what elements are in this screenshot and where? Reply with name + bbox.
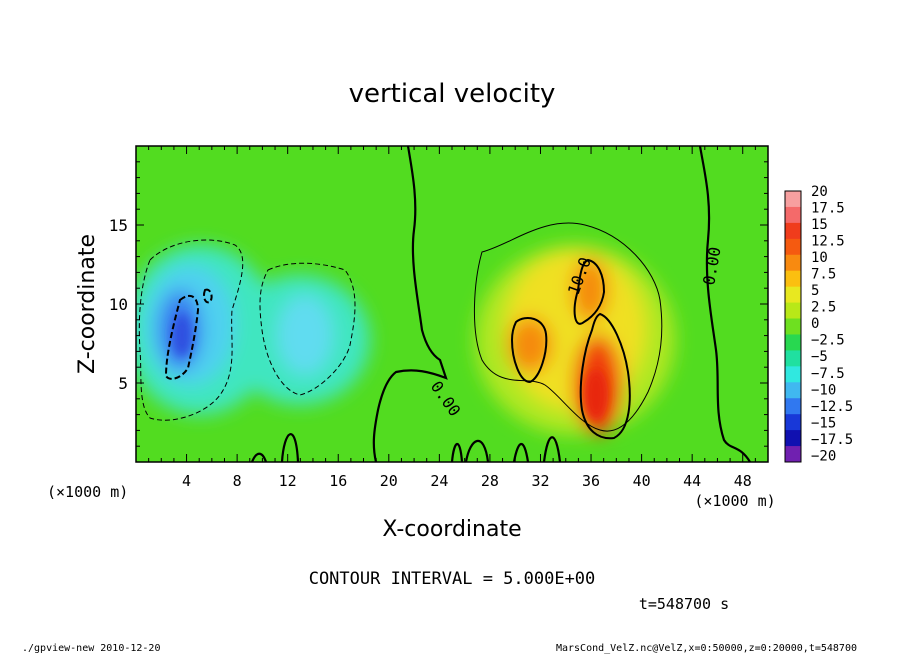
colorbar-label: 2.5: [811, 300, 836, 316]
colorbar-swatch: [785, 238, 801, 256]
colorbar-swatch: [785, 270, 801, 288]
colorbar-label: −12.5: [811, 399, 853, 415]
colorbar-swatch: [785, 414, 801, 431]
x-tick-label: 16: [329, 472, 347, 490]
colorbar-label: −17.5: [811, 432, 853, 448]
colorbar-label: −2.5: [811, 333, 845, 349]
chart-title: vertical velocity: [349, 79, 556, 109]
footer-right: MarsCond_VelZ.nc@VelZ,x=0:50000,z=0:2000…: [556, 643, 857, 654]
contour-zero-bottom: [250, 433, 562, 462]
contour-negative-5b: [259, 262, 356, 396]
x-tick-label: 36: [582, 472, 600, 490]
colorbar-label: 0: [811, 316, 819, 332]
contour-interval: CONTOUR INTERVAL = 5.000E+00: [309, 569, 596, 589]
contour-positive-10-core: [579, 312, 631, 440]
colorbar-swatch: [785, 222, 801, 240]
downdraft-secondary-mid: [277, 295, 333, 375]
contour-positive-10-left: [510, 317, 548, 384]
colorbar-swatch: [785, 446, 801, 463]
contour-zero-right: [698, 146, 751, 462]
y-tick-label: 15: [109, 216, 128, 235]
time-label: t=548700 s: [639, 595, 729, 613]
contour-positive-5: [473, 222, 663, 432]
x-unit-label: (×1000 m): [694, 492, 775, 510]
contours: [138, 146, 751, 462]
x-tick-label: 20: [380, 472, 398, 490]
colorbar-swatch: [785, 286, 801, 304]
colorbar-label: −10: [811, 382, 836, 398]
x-axis-label: X-coordinate: [382, 517, 521, 542]
x-tick-label: 12: [279, 472, 297, 490]
colorbar-label: 12.5: [811, 234, 845, 250]
x-tick-label: 4: [182, 472, 191, 490]
contour-zero-left: [372, 146, 448, 462]
colorbar-label: 5: [811, 283, 819, 299]
colorbar-frame: [784, 190, 802, 463]
footer-left: ./gpview-new 2010-12-20: [22, 643, 160, 654]
contour-negative-10: [164, 294, 200, 380]
x-tick-label: 8: [233, 472, 242, 490]
x-tick-label: 48: [734, 472, 752, 490]
colorbar-swatch: [785, 430, 801, 447]
colorbar-swatch: [785, 334, 801, 351]
updraft-left: [508, 317, 552, 373]
updraft-center: [584, 369, 608, 421]
colorbar-label: 17.5: [811, 201, 845, 217]
y-tick-label: 5: [118, 374, 128, 393]
colorbar-swatch: [785, 191, 801, 208]
contour-negative-5: [138, 239, 244, 421]
colorbar-swatch: [785, 350, 801, 367]
colorbar-label: −20: [811, 448, 836, 464]
color-field: [136, 245, 675, 435]
colorbar-swatch: [785, 206, 801, 224]
colorbar-swatch: [785, 318, 801, 335]
colorbar: 2017.51512.5107.552.50−2.5−5−7.5−10−12.5…: [784, 184, 853, 464]
downdraft-center: [172, 313, 192, 357]
x-tick-label: 40: [633, 472, 651, 490]
colorbar-label: 10: [811, 250, 828, 266]
colorbar-swatch: [785, 254, 801, 272]
colorbar-label: −7.5: [811, 366, 845, 382]
x-tick-label: 24: [430, 472, 448, 490]
contour-negative-10b: [202, 288, 213, 304]
colorbar-swatch: [785, 366, 801, 383]
y-axis-label: Z-coordinate: [75, 234, 100, 374]
y-tick-label: 10: [109, 295, 128, 314]
colorbar-swatch: [785, 302, 801, 320]
colorbar-label: 20: [811, 184, 828, 200]
x-tick-label: 44: [683, 472, 701, 490]
colorbar-label: −15: [811, 415, 836, 431]
y-unit-label: (×1000 m): [47, 483, 128, 501]
colorbar-label: 15: [811, 217, 828, 233]
x-tick-label: 28: [481, 472, 499, 490]
contour-positive-10-upper: [573, 258, 606, 325]
colorbar-swatch: [785, 398, 801, 415]
colorbar-label: −5: [811, 349, 828, 365]
colorbar-swatch: [785, 382, 801, 399]
x-tick-label: 32: [531, 472, 549, 490]
colorbar-label: 7.5: [811, 267, 836, 283]
plot-area: 10.0 0.00 0.00: [136, 146, 768, 462]
